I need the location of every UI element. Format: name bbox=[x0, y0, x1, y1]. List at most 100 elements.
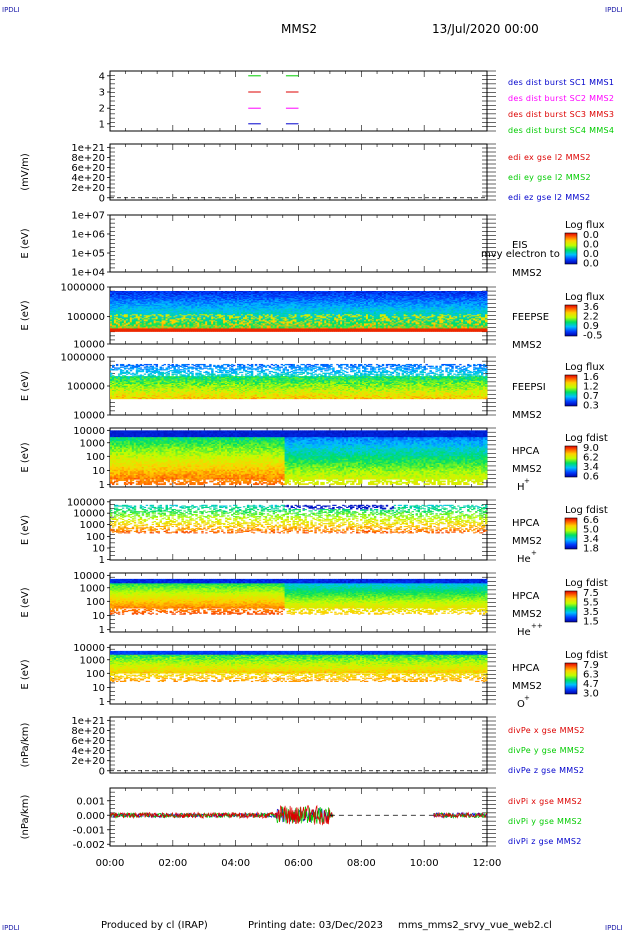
y-tick-label: 100 bbox=[86, 532, 105, 543]
y-tick-label: 10000 bbox=[73, 426, 105, 437]
y-tick-label: 1000 bbox=[80, 438, 105, 449]
side-label-species-charge: + bbox=[531, 549, 537, 557]
y-tick-label: 2 bbox=[99, 104, 105, 115]
colorbar-tick: 1.5 bbox=[583, 617, 599, 628]
legend-entry: edi ey gse l2 MMS2 bbox=[508, 173, 591, 182]
colorbar bbox=[565, 375, 577, 406]
colorbar-tick: -0.5 bbox=[583, 331, 603, 342]
legend-entry: edi ez gse l2 MMS2 bbox=[508, 193, 590, 202]
y-tick-label: -0.002 bbox=[73, 840, 105, 851]
y-tick-label: 10 bbox=[92, 683, 105, 694]
side-label-species: He bbox=[517, 554, 531, 565]
y-axis-label: E (eV) bbox=[20, 442, 31, 472]
y-tick-label: 1e+07 bbox=[71, 211, 105, 222]
y-tick-label: 1 bbox=[99, 119, 105, 130]
y-tick-label: 1000 bbox=[80, 655, 105, 666]
side-label-spacecraft: MMS2 bbox=[512, 410, 542, 421]
y-tick-label: 10000 bbox=[73, 411, 105, 422]
panel-frame-divpe bbox=[110, 717, 487, 773]
y-axis-label: (nPa/km) bbox=[20, 723, 31, 768]
y-tick-label: 100 bbox=[86, 452, 105, 463]
side-label-species-charge: + bbox=[524, 477, 530, 485]
y-tick-label: 100 bbox=[86, 597, 105, 608]
y-tick-label: 0.001 bbox=[76, 796, 105, 807]
colorbar bbox=[565, 446, 577, 477]
legend-entry: divPe x gse MMS2 bbox=[508, 726, 585, 735]
y-tick-label: 1000000 bbox=[60, 283, 105, 294]
legend-entry: divPe z gse MMS2 bbox=[508, 766, 584, 775]
colorbar-tick: 0.0 bbox=[583, 259, 599, 270]
y-tick-label: 4 bbox=[99, 71, 105, 82]
legend-entry: des dist burst SC4 MMS4 bbox=[508, 126, 614, 135]
colorbar-tick: 0.6 bbox=[583, 472, 599, 483]
colorbar-tick: 0.3 bbox=[583, 401, 599, 412]
y-tick-label: 1e+04 bbox=[71, 268, 105, 279]
colorbar bbox=[565, 233, 577, 264]
y-tick-label: 10 bbox=[92, 544, 105, 555]
y-tick-label: 10 bbox=[92, 466, 105, 477]
y-axis-label: E (eV) bbox=[20, 300, 31, 330]
colorbar bbox=[565, 663, 577, 694]
legend-entry: des dist burst SC1 MMS1 bbox=[508, 78, 614, 87]
side-label-species-charge: ++ bbox=[531, 622, 543, 630]
y-tick-label: 100000 bbox=[67, 312, 105, 323]
side-label-spacecraft: MMS2 bbox=[512, 536, 542, 547]
side-label-spacecraft: MMS2 bbox=[512, 681, 542, 692]
colorbar-tick: 3.0 bbox=[583, 689, 599, 700]
side-label-species-charge: + bbox=[524, 694, 530, 702]
y-tick-label: 100000 bbox=[67, 497, 105, 508]
y-tick-label: 1 bbox=[99, 625, 105, 636]
side-label-spacecraft: MMS2 bbox=[512, 340, 542, 351]
y-tick-label: 1000 bbox=[80, 520, 105, 531]
y-tick-label: 0 bbox=[99, 193, 105, 204]
side-label-spacecraft: MMS2 bbox=[512, 268, 542, 279]
panel-frame-burst bbox=[110, 71, 487, 131]
y-tick-label: -0.001 bbox=[73, 825, 105, 836]
side-label-instrument: FEEPSE bbox=[512, 312, 549, 323]
side-label-spacecraft: MMS2 bbox=[512, 609, 542, 620]
y-axis-label: E (eV) bbox=[20, 371, 31, 401]
y-tick-label: 1 bbox=[99, 555, 105, 566]
overlay-text: mvy electron to bbox=[481, 249, 560, 260]
colorbar bbox=[565, 518, 577, 549]
y-axis-label: E (eV) bbox=[20, 228, 31, 258]
y-tick-label: 100 bbox=[86, 669, 105, 680]
y-tick-label: 3 bbox=[99, 88, 105, 99]
y-axis-label: E (eV) bbox=[20, 659, 31, 689]
y-tick-label: 10000 bbox=[73, 509, 105, 520]
y-axis-label: (nPa/km) bbox=[20, 795, 31, 840]
y-axis-label: (mV/m) bbox=[20, 153, 31, 191]
side-label-instrument: HPCA bbox=[512, 518, 540, 529]
legend-entry: des dist burst SC3 MMS3 bbox=[508, 110, 614, 119]
legend-entry: divPi z gse MMS2 bbox=[508, 837, 582, 846]
panel-frame-edi bbox=[110, 144, 487, 200]
y-tick-label: 1000 bbox=[80, 583, 105, 594]
y-tick-label: 0 bbox=[99, 766, 105, 777]
y-tick-label: 1 bbox=[99, 480, 105, 491]
y-axis-label: E (eV) bbox=[20, 587, 31, 617]
y-tick-label: 1e+05 bbox=[71, 249, 105, 260]
y-tick-label: 1e+06 bbox=[71, 229, 105, 240]
y-tick-label: 100000 bbox=[67, 382, 105, 393]
legend-entry: edi ex gse l2 MMS2 bbox=[508, 153, 591, 162]
y-tick-label: 10000 bbox=[73, 571, 105, 582]
legend-entry: divPi x gse MMS2 bbox=[508, 797, 582, 806]
side-label-instrument: HPCA bbox=[512, 591, 540, 602]
legend-entry: divPe y gse MMS2 bbox=[508, 746, 585, 755]
colorbar bbox=[565, 305, 577, 336]
y-tick-label: 10000 bbox=[73, 643, 105, 654]
side-label-instrument: HPCA bbox=[512, 663, 540, 674]
y-tick-label: 1000000 bbox=[60, 353, 105, 364]
legend-entry: divPi y gse MMS2 bbox=[508, 817, 582, 826]
y-axis-label: E (eV) bbox=[20, 515, 31, 545]
colorbar-tick: 1.8 bbox=[583, 544, 599, 555]
y-tick-label: 0.000 bbox=[76, 811, 105, 822]
y-tick-label: 10 bbox=[92, 611, 105, 622]
y-tick-label: 1 bbox=[99, 697, 105, 708]
panel-frame-eis bbox=[110, 215, 487, 272]
side-label-species: He bbox=[517, 627, 531, 638]
y-tick-label: 10000 bbox=[73, 340, 105, 351]
side-label-spacecraft: MMS2 bbox=[512, 464, 542, 475]
colorbar bbox=[565, 591, 577, 622]
